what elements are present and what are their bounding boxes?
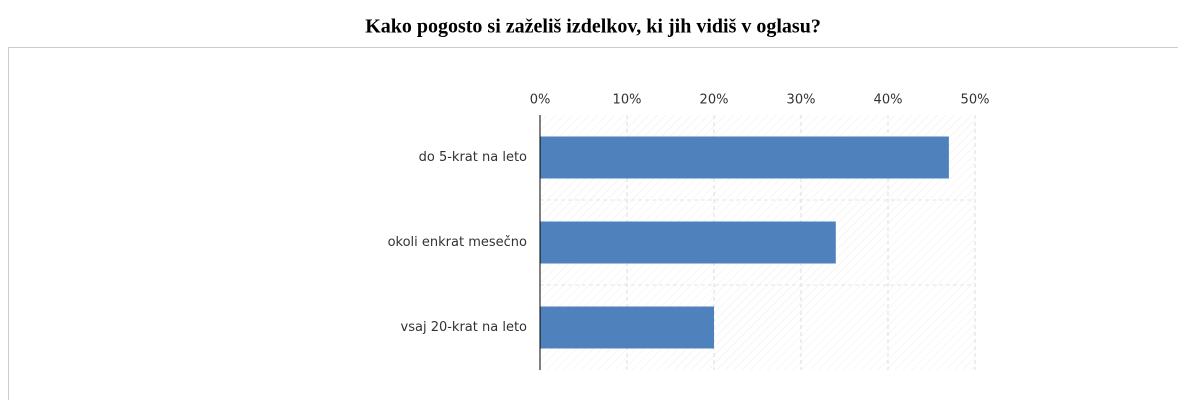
x-tick-label: 50% <box>961 93 990 108</box>
x-tick-label: 30% <box>787 93 816 108</box>
x-tick-label: 0% <box>530 93 551 108</box>
y-tick-label: okoli enkrat mesečno <box>388 235 527 250</box>
y-tick-label: do 5-krat na leto <box>419 150 527 165</box>
bar <box>540 137 949 179</box>
y-tick-label: vsaj 20-krat na leto <box>401 320 528 335</box>
x-tick-label: 40% <box>874 93 903 108</box>
chart-title: Kako pogosto si zaželiš izdelkov, ki jih… <box>365 16 821 38</box>
bar <box>540 307 714 349</box>
x-tick-label: 20% <box>700 93 729 108</box>
x-tick-label: 10% <box>613 93 642 108</box>
bar <box>540 222 836 264</box>
